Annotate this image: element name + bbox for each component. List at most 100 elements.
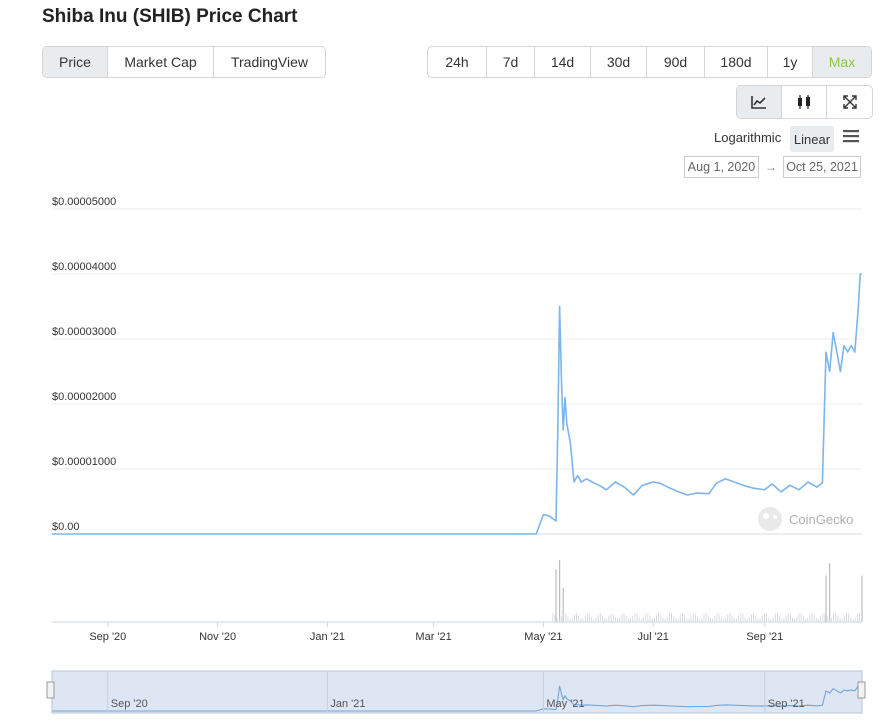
volume-bar [615, 617, 616, 622]
navigator-tick-label: Jan '21 [330, 698, 365, 710]
date-from-input[interactable]: Aug 1, 2020 [684, 156, 759, 178]
volume-bar [844, 616, 845, 622]
volume-bar [608, 615, 610, 622]
y-tick-label: $0.00003000 [52, 326, 116, 338]
volume-bar [690, 616, 692, 622]
range-14d[interactable]: 14d [535, 47, 591, 77]
volume-bar [839, 618, 841, 622]
volume-bar [558, 618, 560, 622]
range-180d[interactable]: 180d [705, 47, 768, 77]
volume-bar [809, 614, 811, 622]
volume-bar [796, 616, 798, 622]
volume-bar [770, 618, 772, 622]
volume-bar [636, 614, 638, 622]
volume-bar [675, 618, 677, 622]
y-axis-labels: $0.00 $0.00001000 $0.00002000 $0.00003000 $0… [52, 196, 116, 533]
volume-bar [716, 613, 718, 622]
volume-bar [606, 618, 608, 622]
tab-market-cap[interactable]: Market Cap [108, 47, 214, 77]
volume-bar [694, 613, 696, 622]
volume-bar [818, 618, 819, 622]
volume-bar [759, 618, 761, 622]
range-max[interactable]: Max [813, 47, 871, 77]
volume-bar [593, 618, 595, 622]
volume-bar [671, 613, 672, 622]
volume-bar [861, 575, 863, 622]
line-chart-icon[interactable] [737, 86, 782, 118]
volume-bar [686, 617, 688, 622]
volume-bar [703, 614, 705, 622]
volume-bar [755, 615, 757, 622]
volume-bar [563, 613, 564, 622]
volume-bar [669, 613, 670, 622]
watermark-text: CoinGecko [789, 512, 853, 527]
volume-bar [619, 617, 621, 622]
volume-bar [554, 614, 556, 622]
tab-tradingview[interactable]: TradingView [230, 54, 309, 70]
y-tick-label: $0.00 [52, 521, 80, 533]
volume-bar [854, 617, 856, 622]
volume-bar [673, 616, 675, 622]
volume-bar [768, 617, 770, 622]
volume-bar [831, 617, 832, 622]
volume-bar [753, 613, 755, 622]
volume-bar [744, 617, 746, 622]
volume-bar [604, 618, 606, 622]
volume-bar [705, 613, 707, 622]
volume-bar [643, 616, 644, 622]
navigator[interactable]: Sep '20 Jan '21 May '21 Sep '21 [46, 670, 866, 714]
volume-bar [740, 613, 742, 622]
volume-bar [764, 613, 765, 622]
volume-bar [638, 617, 640, 622]
volume-bar [787, 613, 789, 622]
volume-bar [815, 617, 817, 622]
volume-bar [833, 614, 834, 622]
volume-bar [584, 616, 586, 622]
tab-price[interactable]: Price [43, 47, 108, 77]
navigator-left-handle[interactable] [46, 681, 55, 699]
range-30d[interactable]: 30d [591, 47, 647, 77]
fullscreen-icon[interactable] [827, 86, 872, 118]
x-tick-label: Nov '20 [199, 631, 236, 643]
date-range-arrow: → [765, 160, 777, 174]
range-90d[interactable]: 90d [647, 47, 705, 77]
x-tick-label: Sep '21 [746, 631, 783, 643]
volume-bar [682, 613, 683, 622]
navigator-right-handle[interactable] [857, 681, 866, 699]
volume-bar [723, 618, 724, 622]
volume-bar [777, 613, 778, 622]
volume-bar [610, 613, 612, 622]
volume-bar [571, 617, 573, 622]
x-tick-label: May '21 [524, 631, 562, 643]
volume-bar [578, 615, 580, 622]
navigator-tick-label: Sep '21 [768, 698, 805, 710]
volume-bar [710, 618, 711, 622]
volume-bar [562, 587, 564, 622]
volume-bar [628, 618, 629, 622]
volume-bar [623, 613, 625, 622]
range-1y[interactable]: 1y [768, 47, 813, 77]
date-to-input[interactable]: Oct 25, 2021 [783, 156, 861, 178]
volume-bar [742, 613, 744, 622]
candlestick-icon[interactable] [782, 86, 827, 118]
volume-bar [720, 616, 722, 622]
volume-bar [625, 615, 627, 622]
volume-bar [658, 613, 660, 622]
volume-bars [552, 560, 863, 622]
volume-bar [555, 569, 557, 622]
linear-toggle[interactable]: Linear [790, 126, 834, 152]
volume-bar [820, 616, 822, 622]
volume-bar [712, 618, 714, 622]
volume-bar [634, 613, 636, 622]
volume-bar [653, 618, 655, 622]
volume-bar [647, 613, 649, 622]
volume-bar [617, 618, 618, 622]
volume-bar [707, 615, 709, 622]
range-24h[interactable]: 24h [428, 47, 487, 77]
range-7d[interactable]: 7d [487, 47, 535, 77]
logarithmic-toggle[interactable]: Logarithmic [714, 130, 782, 145]
volume-bar [852, 618, 854, 622]
hamburger-menu-icon[interactable] [842, 128, 860, 149]
volume-bar [567, 616, 569, 622]
chart-type-group [736, 85, 873, 119]
